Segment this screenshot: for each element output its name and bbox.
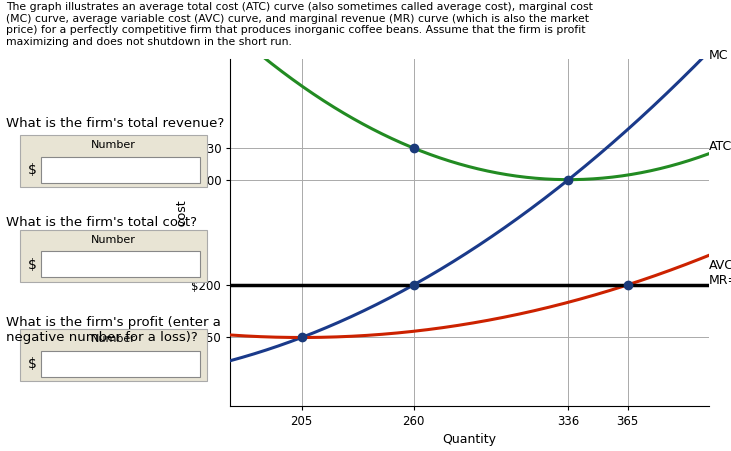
Text: $: $ (28, 163, 37, 177)
Text: Number: Number (91, 334, 136, 344)
X-axis label: Quantity: Quantity (443, 433, 496, 446)
Text: What is the firm's profit (enter a
negative number for a loss)?: What is the firm's profit (enter a negat… (6, 316, 221, 344)
Y-axis label: Price, cost: Price, cost (175, 200, 189, 265)
Text: AVC: AVC (709, 259, 731, 272)
Text: MR=P: MR=P (709, 274, 731, 287)
Text: ATC: ATC (709, 140, 731, 153)
Text: The graph illustrates an average total cost (ATC) curve (also sometimes called a: The graph illustrates an average total c… (6, 2, 593, 47)
Text: What is the firm's total cost?: What is the firm's total cost? (6, 216, 197, 230)
Text: $: $ (28, 258, 37, 272)
Text: Number: Number (91, 235, 136, 244)
Text: What is the firm's total revenue?: What is the firm's total revenue? (6, 117, 224, 130)
Text: $: $ (28, 357, 37, 371)
Text: Number: Number (91, 140, 136, 150)
Text: MC: MC (709, 49, 729, 62)
